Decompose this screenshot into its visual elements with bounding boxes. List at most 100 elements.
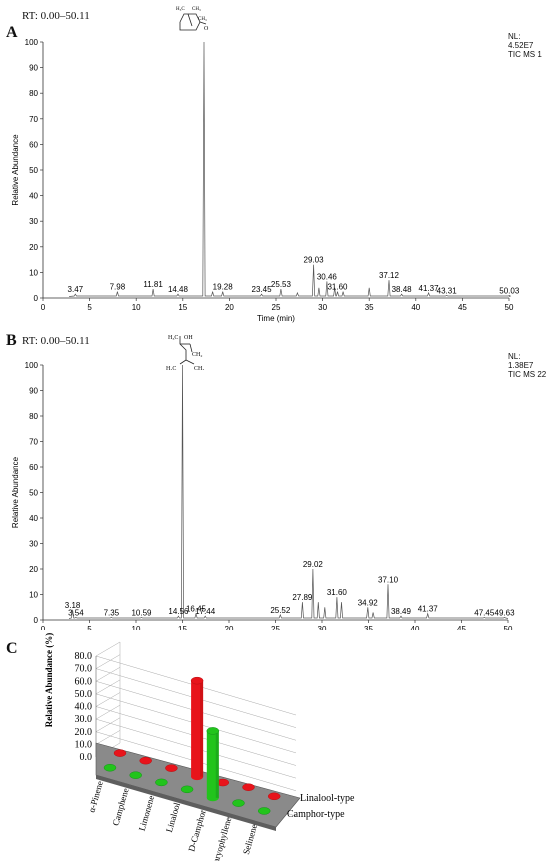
peak-label: 11.81 xyxy=(143,280,163,289)
chart-floor-edge xyxy=(96,775,276,831)
side-wall-gridline xyxy=(95,730,121,745)
svg-text:OH: OH xyxy=(184,335,193,341)
y-tick-label: 0 xyxy=(34,616,39,625)
y-tick-label: 30.0 xyxy=(75,714,93,725)
svg-text:CH₃: CH₃ xyxy=(198,17,207,22)
y-tick-label: 40 xyxy=(29,514,38,523)
peak-label: 14.56 xyxy=(168,607,189,616)
x-tick-label: 40 xyxy=(411,625,420,630)
svg-text:CH₃: CH₃ xyxy=(194,366,204,370)
bar-shade xyxy=(215,730,219,798)
y-axis-label: Relative Abundance xyxy=(11,134,20,206)
y-axis-label: Relative Abundance (%) xyxy=(44,633,54,728)
panel-c-letter: C xyxy=(6,640,18,657)
y-tick-label: 50 xyxy=(29,166,38,175)
peak-label: 38.49 xyxy=(391,607,412,616)
side-wall-gridline xyxy=(95,667,121,682)
bar-top xyxy=(155,778,168,787)
peak-label: 47.45 xyxy=(474,608,495,617)
peak-label: 41.37 xyxy=(418,605,439,614)
panel-a-tic-label: TIC MS 1 xyxy=(508,50,542,59)
bar-top xyxy=(113,749,127,757)
peak-label: 27.89 xyxy=(292,593,313,602)
y-tick-label: 90 xyxy=(29,64,38,73)
bar-top xyxy=(190,676,204,685)
svg-text:H₃C: H₃C xyxy=(168,335,178,341)
peak-label: 23.45 xyxy=(252,285,273,294)
peak-label: 10.59 xyxy=(131,608,152,617)
x-tick-label: 30 xyxy=(318,303,327,312)
y-tick-label: 0.0 xyxy=(80,752,93,763)
panel-b-tic-label: TIC MS 22 xyxy=(508,370,547,379)
x-tick-label: 20 xyxy=(225,303,234,312)
x-tick-label: 50 xyxy=(504,625,513,630)
bar-top xyxy=(232,799,245,807)
x-tick-label: 45 xyxy=(457,625,466,630)
x-tick-label: 40 xyxy=(411,303,420,312)
peak-label: 29.03 xyxy=(304,256,325,265)
category-label: Caryophyllene xyxy=(209,816,233,861)
y-tick-label: 70 xyxy=(29,115,38,124)
category-label: Selinene xyxy=(241,823,259,856)
svg-text:H₃C: H₃C xyxy=(166,366,176,370)
y-tick-label: 10 xyxy=(29,268,38,277)
peak-label: 14.48 xyxy=(168,285,189,294)
y-tick-label: 80 xyxy=(29,412,38,421)
y-tick-label: 60 xyxy=(29,463,38,472)
chromatogram-trace xyxy=(69,41,512,297)
chromatogram-a: 0 10 20 30 40 50 60 70 80 90 100 0 5 10 15 20 25 30 35 40 45… xyxy=(11,38,520,323)
x-tick-label: 0 xyxy=(41,625,46,630)
y-tick-label: 20 xyxy=(29,243,38,252)
peak-label: 50.03 xyxy=(499,286,520,295)
x-tick-label: 5 xyxy=(87,303,92,312)
x-tick-label: 35 xyxy=(365,303,374,312)
y-tick-label: 70 xyxy=(29,438,38,447)
peak-label: 7.98 xyxy=(110,283,126,292)
y-tick-label: 0 xyxy=(34,294,39,303)
panel-b-letter: B xyxy=(6,332,17,349)
peak-label: 25.52 xyxy=(270,606,291,615)
y-tick-label: 80 xyxy=(29,89,38,98)
peak-label: 16.45 xyxy=(186,605,207,614)
x-tick-label: 50 xyxy=(505,303,514,312)
peak-label: 37.12 xyxy=(379,271,400,280)
peak-label: 7.35 xyxy=(104,608,120,617)
svg-text:H₃C: H₃C xyxy=(176,7,185,12)
y-tick-label: 30 xyxy=(29,540,38,549)
panel-a-nl-value: 4.52E7 xyxy=(508,41,534,50)
x-tick-label: 20 xyxy=(225,625,234,630)
category-label: α-Pinene xyxy=(86,780,104,814)
y-tick-label: 20.0 xyxy=(75,727,93,738)
y-tick-label: 20 xyxy=(29,565,38,574)
bar-top xyxy=(267,792,281,801)
y-tick-label: 60 xyxy=(29,140,38,149)
x-tick-label: 0 xyxy=(41,303,46,312)
bar-top xyxy=(139,756,152,765)
y-tick-label: 10.0 xyxy=(75,739,93,750)
panel-a-rt-label: RT: 0.00–50.11 xyxy=(22,10,90,22)
panel-a-nl-block: NL: 4.52E7 TIC MS 1 xyxy=(508,32,542,59)
peak-label: 38.48 xyxy=(392,285,413,294)
side-wall-gridline xyxy=(95,654,121,669)
series-label: Linalool-type xyxy=(300,793,355,804)
x-tick-label: 15 xyxy=(178,625,187,630)
x-tick-label: 45 xyxy=(458,303,467,312)
x-tick-label: 10 xyxy=(132,625,141,630)
side-wall-gridline xyxy=(95,717,121,732)
y-tick-label: 10 xyxy=(29,591,38,600)
peak-label: 17.44 xyxy=(195,607,216,616)
camphor-structure-icon: H₃C CH₃ CH₃ O xyxy=(176,7,209,32)
y-tick-label: 50 xyxy=(29,489,38,498)
y-tick-label: 100 xyxy=(25,361,39,370)
bar-top xyxy=(257,807,271,815)
side-wall-gridline xyxy=(95,692,121,707)
bar-top xyxy=(180,785,194,794)
panel-b-nl-value: 1.38E7 xyxy=(508,361,534,370)
bar-top xyxy=(129,771,142,779)
peak-label: 41.37 xyxy=(419,284,440,293)
x-tick-label: 35 xyxy=(364,625,373,630)
peak-label: 30.46 xyxy=(317,272,338,281)
peak-label: 31.60 xyxy=(327,588,348,597)
x-tick-label: 25 xyxy=(271,625,280,630)
x-axis-label: Time (min) xyxy=(257,314,295,323)
